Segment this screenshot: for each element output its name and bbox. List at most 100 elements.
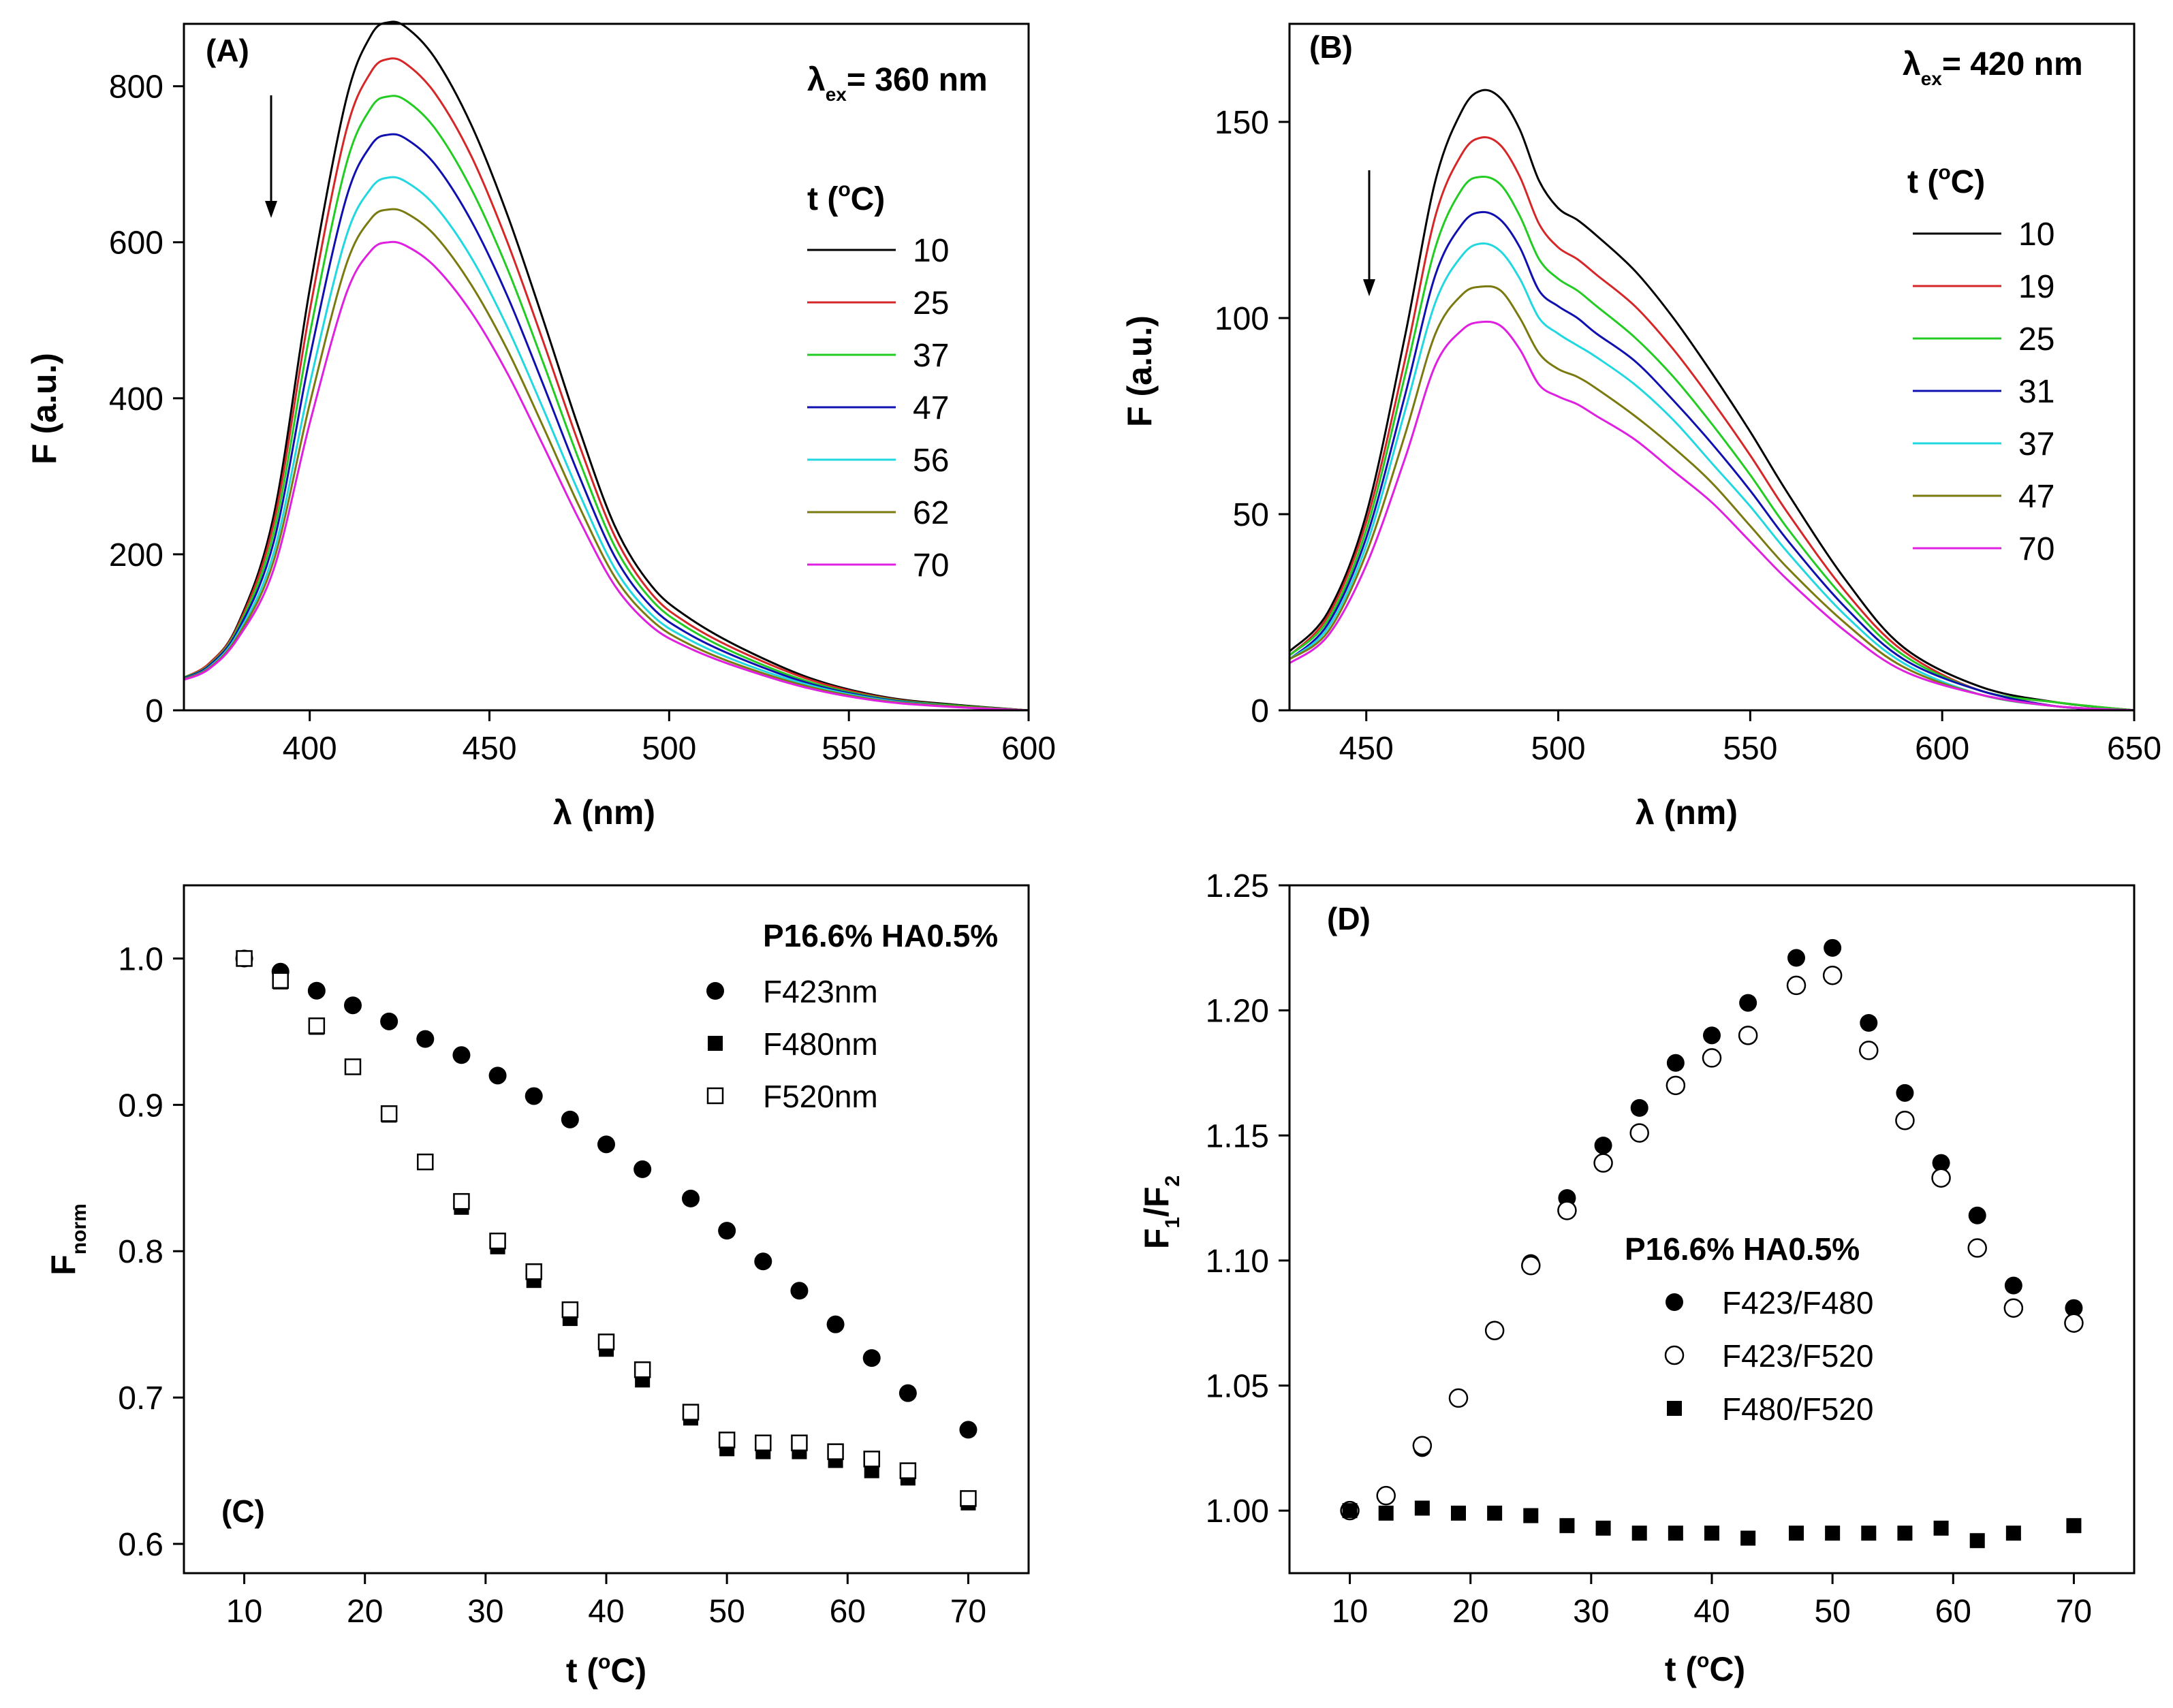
panel-a-arrow-head (265, 201, 277, 218)
panel-d-x-tick-label: 70 (2056, 1594, 2092, 1630)
panel-a-y-tick-label: 0 (145, 693, 163, 729)
panel-b-series-line-47 (1289, 285, 2135, 712)
panel-b-legend-label: 10 (2018, 217, 2054, 253)
panel-c-point-F423nm (307, 981, 326, 1000)
panel-d-point-F480/F520 (1861, 1525, 1877, 1541)
panel-d-point-F423/F480 (1932, 1154, 1950, 1172)
panel-d-point-F480/F520 (1789, 1525, 1804, 1541)
panel-a-label: (A) (206, 33, 249, 68)
panel-a-legend: 10 25 37 47 56 62 70 (807, 233, 949, 584)
panel-a-x-tick-label: 550 (822, 731, 876, 767)
panel-d-point-F423/F520 (1931, 1168, 1951, 1188)
panel-c: 10 20 30 40 50 60 70 0.6 0.7 0.8 0.9 1.0 (C) P16.6%… (44, 884, 1030, 1690)
panel-b-x-tick-label: 450 (1339, 731, 1394, 767)
panel-b-y-tick-label: 150 (1215, 105, 1269, 141)
panel-d-x-tick-label: 30 (1573, 1594, 1609, 1630)
panel-b-y-label: F (a.u.) (1121, 315, 1159, 427)
panel-d-point-F480/F520 (2005, 1525, 2021, 1541)
panel-d-point-F423/F520 (2064, 1313, 2084, 1333)
panel-c-point-F520nm (417, 1153, 434, 1171)
panel-d-point-F423/F480 (1630, 1098, 1648, 1117)
panel-c-x-tick-label: 10 (226, 1594, 262, 1630)
panel-d-point-F423/F520 (1859, 1041, 1879, 1060)
panel-c-point-F520nm (597, 1333, 615, 1350)
panel-b-series-line-31 (1288, 210, 2135, 712)
panel-d-point-F423/F520 (1702, 1048, 1722, 1068)
panel-d-point-F480/F520 (2066, 1518, 2082, 1534)
panel-c-x-tick-label: 70 (950, 1594, 986, 1630)
panel-a-series-line-47 (183, 133, 1029, 712)
panel-c-point-F423nm (898, 1384, 917, 1402)
panel-b-legend: 10 19 25 31 37 47 70 (1913, 217, 2054, 567)
panel-d-point-F423/F520 (1666, 1075, 1686, 1096)
panel-d-point-F480/F520 (1969, 1533, 1985, 1549)
panel-d-y-tick-label: 1.00 (1206, 1493, 1269, 1530)
panel-d-point-F480/F520 (1933, 1520, 1949, 1536)
panel-c-y-tick-label: 0.6 (118, 1527, 163, 1563)
panel-d-point-F480/F520 (1595, 1520, 1611, 1536)
panel-c-legend-title: P16.6% HA0.5% (763, 918, 998, 953)
panel-a-y-tick-label: 800 (109, 69, 163, 106)
panel-b-legend-label: 19 (2018, 269, 2054, 305)
panel-d-point-F423/F480 (1968, 1206, 1986, 1224)
panel-c-point-F423nm (718, 1222, 736, 1240)
panel-d-point-F423/F520 (1557, 1201, 1577, 1220)
panel-b-frame (1288, 22, 2136, 712)
panel-d-point-F423/F520 (1484, 1320, 1505, 1340)
panel-d-x-tick-label: 40 (1693, 1594, 1730, 1630)
panel-d-y-tick-label: 1.10 (1206, 1244, 1269, 1280)
panel-c-point-F520nm (236, 950, 253, 967)
panel-c-point-F520nm (525, 1263, 542, 1280)
panel-d-frame (1288, 884, 2136, 1575)
panel-d-point-F480/F520 (1414, 1500, 1430, 1516)
panel-a-legend-label: 56 (913, 443, 949, 479)
panel-c-point-F520nm (561, 1301, 579, 1318)
panel-c-point-F423nm (561, 1110, 579, 1128)
panel-c-legend-marker (706, 1087, 724, 1105)
panel-c-point-F520nm (827, 1443, 844, 1460)
panel-b-legend-label: 47 (2018, 479, 2054, 515)
panel-a-legend-label: 10 (913, 233, 949, 269)
panel-b-excitation-annotation: λex= 420 nm (1903, 46, 2083, 89)
panel-c-y-tick-label: 0.7 (118, 1380, 163, 1417)
panel-b-x-tick-label: 500 (1531, 731, 1585, 767)
panel-d-point-F480/F520 (1668, 1525, 1683, 1541)
panel-b-legend-label: 37 (2018, 426, 2054, 462)
panel-c-point-F520nm (308, 1017, 326, 1034)
panel-c-point-F423nm (862, 1349, 881, 1367)
panel-d-point-F480/F520 (1451, 1505, 1466, 1521)
panel-b-x-label: λ (nm) (1636, 793, 1738, 832)
panel-c-point-F520nm (634, 1361, 651, 1378)
panel-b-legend-label: 25 (2018, 321, 2054, 358)
panel-a-series-line-62 (183, 208, 1029, 712)
panel-d-point-F423/F520 (1738, 1026, 1758, 1045)
panel-c-x-label: t (oC) (566, 1651, 646, 1690)
panel-a-x-label: λ (nm) (553, 793, 655, 832)
panel-c-point-F520nm (718, 1432, 736, 1449)
panel-d-point-F480/F520 (1897, 1525, 1913, 1541)
panel-b-x-tick-label: 550 (1723, 731, 1777, 767)
panel-c-point-F423nm (826, 1315, 845, 1333)
panel-a-series-line-25 (183, 57, 1029, 712)
panel-c-point-F423nm (754, 1252, 772, 1271)
panel-d-point-F423/F520 (1448, 1388, 1469, 1408)
panel-a-y-tick-label: 600 (109, 225, 163, 262)
panel-c-y-tick-label: 0.8 (118, 1234, 163, 1270)
panel-b-arrow-head (1363, 279, 1375, 296)
panel-d-x-tick-label: 60 (1935, 1594, 1971, 1630)
panel-c-point-F520nm (682, 1404, 700, 1421)
panel-a-y-tick-label: 200 (109, 537, 163, 573)
panel-b-legend-label: 70 (2018, 531, 2054, 567)
panel-d-label: (D) (1327, 901, 1371, 936)
panel-a-x-tick-label: 450 (462, 731, 516, 767)
panel-d-point-F480/F520 (1378, 1505, 1394, 1521)
panel-d-x-label: t (oC) (1665, 1649, 1745, 1688)
panel-a-x-tick-label: 600 (1001, 731, 1056, 767)
panel-c-y-label: Fnorm (44, 1203, 91, 1276)
panel-d-point-F423/F480 (1896, 1084, 1914, 1102)
panel-c-point-F520nm (272, 972, 289, 989)
panel-c-point-F520nm (344, 1058, 362, 1075)
panel-a-legend-label: 25 (913, 285, 949, 321)
panel-b-y-tick-label: 50 (1233, 497, 1269, 533)
